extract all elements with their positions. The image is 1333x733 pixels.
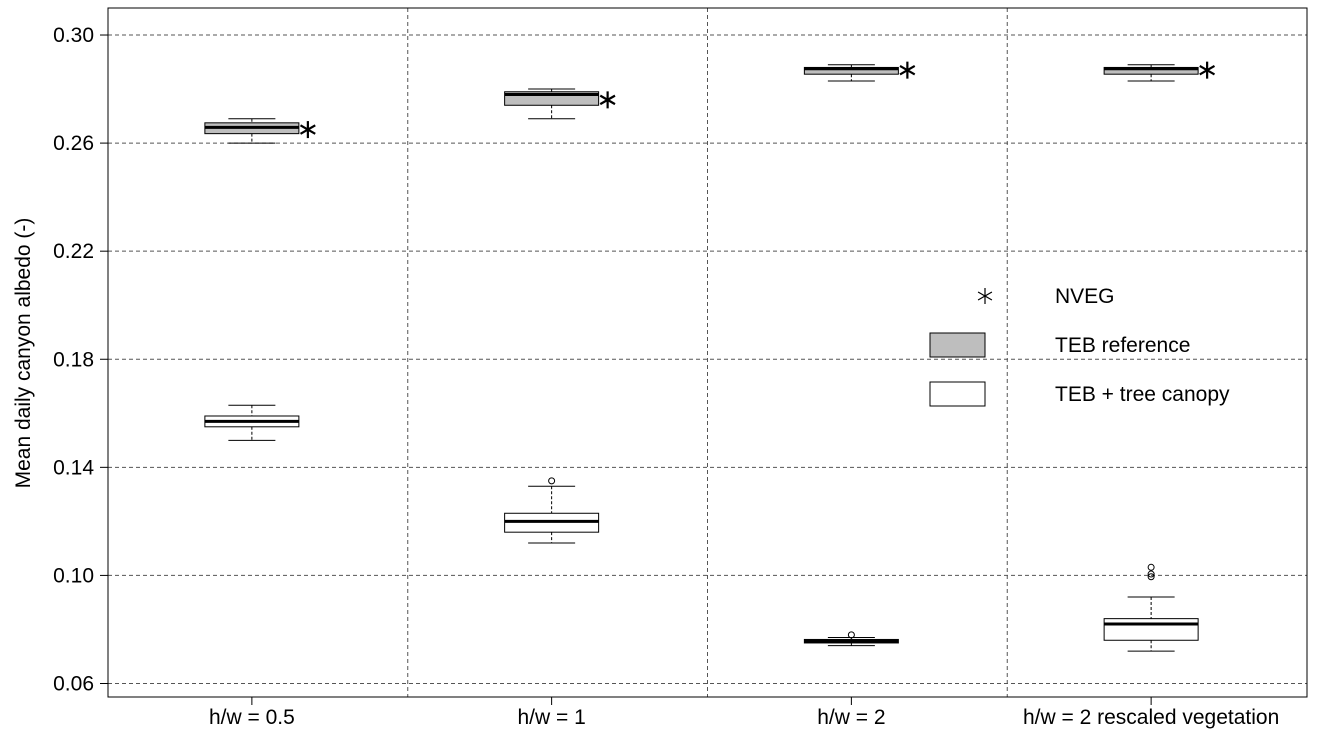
- axes-layer: 0.06 0.10 0.14 0.18 0.22 0.26 0.30 h/w = 0.5 h/w…: [53, 7, 1308, 729]
- outlier-point: [548, 477, 556, 485]
- outlier-point: [1147, 570, 1155, 578]
- x-tick-label: h/w = 1: [517, 706, 585, 729]
- y-tick-label: 0.18: [53, 348, 94, 371]
- teb-tree-canopy-box: [803, 631, 899, 647]
- teb-tree-canopy-box: [1103, 563, 1199, 652]
- teb-reference-box: [204, 118, 300, 144]
- asterisk-stroke: [899, 64, 916, 76]
- grid-layer: [108, 8, 1307, 697]
- outlier-point: [1147, 563, 1155, 571]
- asterisk-stroke: [977, 291, 993, 301]
- teb-reference-box: [504, 88, 600, 120]
- plot-frame: [107, 7, 1308, 698]
- teb-reference-box: [803, 64, 899, 82]
- teb-tree-canopy-box: [204, 404, 300, 441]
- y-axis-label: Mean daily canyon albedo (-): [12, 218, 35, 489]
- x-tick-label: h/w = 2 rescaled vegetation: [1023, 706, 1279, 729]
- y-tick-label: 0.22: [53, 240, 94, 263]
- outlier-point: [847, 631, 855, 639]
- nveg-marker: [1199, 61, 1216, 79]
- y-tick-label: 0.26: [53, 132, 94, 155]
- y-tick-label: 0.06: [53, 672, 94, 695]
- x-tick-label: h/w = 2: [817, 706, 885, 729]
- legend: NVEG TEB reference TEB + tree canopy: [929, 285, 1230, 407]
- outlier-point: [1147, 573, 1155, 581]
- iqr-box: [1103, 618, 1199, 641]
- x-tick-label: h/w = 0.5: [209, 706, 295, 729]
- legend-label: TEB + tree canopy: [1055, 383, 1230, 406]
- legend-nveg-symbol: [977, 288, 993, 304]
- legend-label: NVEG: [1055, 285, 1115, 308]
- nveg-marker: [899, 61, 916, 79]
- teb-reference-box: [1103, 64, 1199, 82]
- asterisk-stroke: [299, 124, 316, 135]
- nveg-marker: [299, 121, 316, 139]
- legend-box-symbol: [929, 332, 986, 358]
- asterisk-stroke: [599, 94, 616, 106]
- y-tick-label: 0.30: [53, 24, 94, 47]
- boxes-layer: [204, 61, 1216, 652]
- y-tick-label: 0.14: [53, 456, 94, 479]
- teb-tree-canopy-box: [504, 477, 600, 544]
- y-tick-label: 0.10: [53, 564, 94, 587]
- nveg-marker: [599, 91, 616, 109]
- legend-box-symbol: [929, 381, 986, 407]
- legend-label: TEB reference: [1055, 334, 1190, 357]
- asterisk-stroke: [1199, 64, 1216, 76]
